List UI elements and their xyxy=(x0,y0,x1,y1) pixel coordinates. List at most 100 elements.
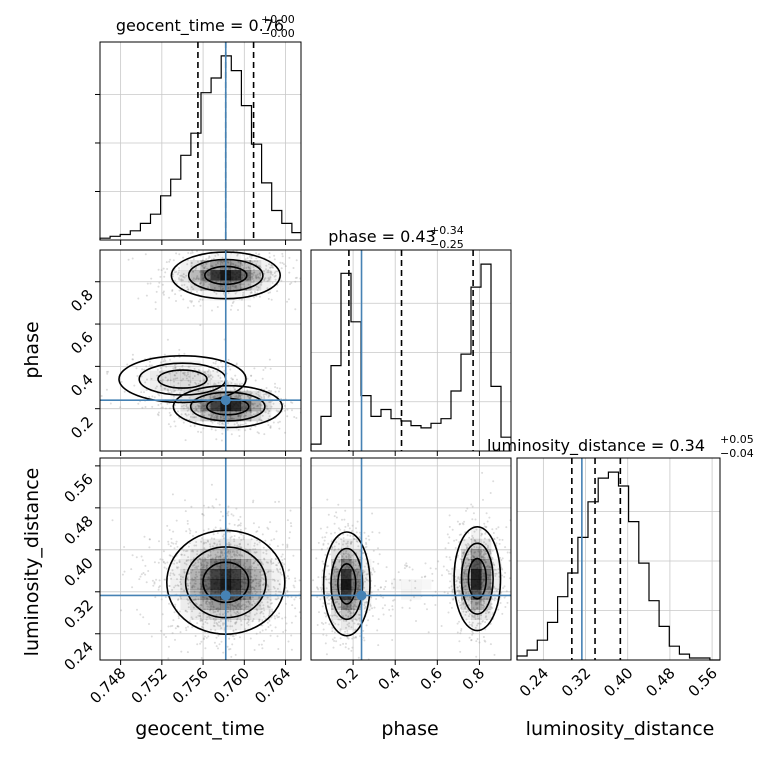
scatter-point xyxy=(464,562,467,564)
scatter-point xyxy=(227,514,230,517)
density-cell xyxy=(210,280,221,291)
scatter-point xyxy=(141,368,144,371)
scatter-point xyxy=(226,512,229,515)
scatter-point xyxy=(234,285,237,288)
scatter-point xyxy=(255,582,258,585)
scatter-point xyxy=(276,567,278,570)
scatter-point xyxy=(463,572,466,575)
scatter-point xyxy=(231,417,234,420)
scatter-point xyxy=(254,274,257,277)
scatter-point xyxy=(289,531,291,534)
scatter-point xyxy=(252,403,255,406)
scatter-point xyxy=(269,367,272,370)
scatter-point xyxy=(185,377,188,380)
scatter-point xyxy=(156,368,159,371)
density-cell xyxy=(170,360,181,372)
scatter-point xyxy=(141,559,144,562)
scatter-point xyxy=(185,530,188,533)
scatter-point xyxy=(342,533,345,536)
scatter-point xyxy=(174,638,176,641)
scatter-point xyxy=(474,601,477,604)
scatter-point xyxy=(213,416,216,419)
scatter-point xyxy=(204,404,207,407)
scatter-point xyxy=(205,597,208,600)
scatter-point xyxy=(316,596,319,598)
scatter-point xyxy=(493,585,496,588)
scatter-point xyxy=(294,615,297,618)
scatter-point xyxy=(319,598,322,601)
density-cell xyxy=(180,390,191,402)
scatter-point xyxy=(329,553,332,556)
title-luminosity-distance-plus: +0.05 xyxy=(720,433,754,446)
scatter-point xyxy=(130,568,133,571)
scatter-point xyxy=(482,556,485,559)
density-cell xyxy=(210,290,221,301)
scatter-point xyxy=(202,638,205,641)
scatter-point xyxy=(177,566,180,569)
scatter-point xyxy=(226,392,229,395)
scatter-point xyxy=(243,598,245,601)
density-cell xyxy=(160,370,171,381)
scatter-point xyxy=(158,394,161,397)
scatter-point xyxy=(199,642,202,645)
scatter-point xyxy=(182,275,185,278)
scatter-point xyxy=(480,534,483,537)
scatter-point xyxy=(488,539,491,542)
scatter-point xyxy=(459,592,462,595)
scatter-point xyxy=(476,624,478,627)
scatter-point xyxy=(246,377,249,380)
scatter-point xyxy=(135,556,138,559)
scatter-point xyxy=(203,267,206,269)
scatter-point xyxy=(408,579,411,582)
density-cell xyxy=(361,569,372,580)
scatter-point xyxy=(194,278,197,281)
density-cell xyxy=(250,400,262,412)
scatter-point xyxy=(217,556,220,559)
scatter-point xyxy=(334,567,337,570)
scatter-point xyxy=(288,256,291,259)
scatter-point xyxy=(449,572,452,575)
density-cell xyxy=(260,260,272,271)
scatter-point xyxy=(324,642,327,645)
scatter-point xyxy=(484,532,487,535)
scatter-point xyxy=(373,570,376,573)
scatter-point xyxy=(414,580,417,583)
scatter-point xyxy=(174,366,177,369)
scatter-point xyxy=(251,275,254,278)
scatter-point xyxy=(234,622,237,625)
scatter-point xyxy=(337,503,340,506)
scatter-point xyxy=(244,422,247,425)
scatter-point xyxy=(290,596,293,598)
scatter-point xyxy=(185,563,188,566)
scatter-point xyxy=(276,290,279,293)
scatter-point xyxy=(257,582,260,585)
scatter-point xyxy=(198,404,201,407)
scatter-point xyxy=(257,253,260,256)
scatter-point xyxy=(183,554,186,557)
scatter-point xyxy=(267,424,270,426)
scatter-point xyxy=(463,571,466,574)
scatter-point xyxy=(498,542,501,545)
scatter-point xyxy=(157,268,160,271)
scatter-point xyxy=(240,554,243,557)
scatter-point xyxy=(250,414,253,417)
scatter-point xyxy=(223,369,226,372)
scatter-point xyxy=(325,653,328,656)
scatter-point xyxy=(348,527,351,530)
scatter-point xyxy=(294,280,297,283)
scatter-point xyxy=(191,416,194,419)
scatter-point xyxy=(479,622,482,625)
scatter-point xyxy=(220,550,223,553)
scatter-point xyxy=(289,522,292,525)
scatter-point xyxy=(213,622,216,624)
scatter-point xyxy=(467,610,470,613)
scatter-point xyxy=(212,396,215,399)
scatter-point xyxy=(181,364,184,367)
scatter-point xyxy=(501,612,504,615)
scatter-point xyxy=(150,635,153,638)
scatter-point xyxy=(212,611,215,614)
scatter-point xyxy=(270,272,273,275)
scatter-point xyxy=(289,283,291,286)
scatter-point xyxy=(253,574,256,577)
scatter-point xyxy=(268,263,270,266)
